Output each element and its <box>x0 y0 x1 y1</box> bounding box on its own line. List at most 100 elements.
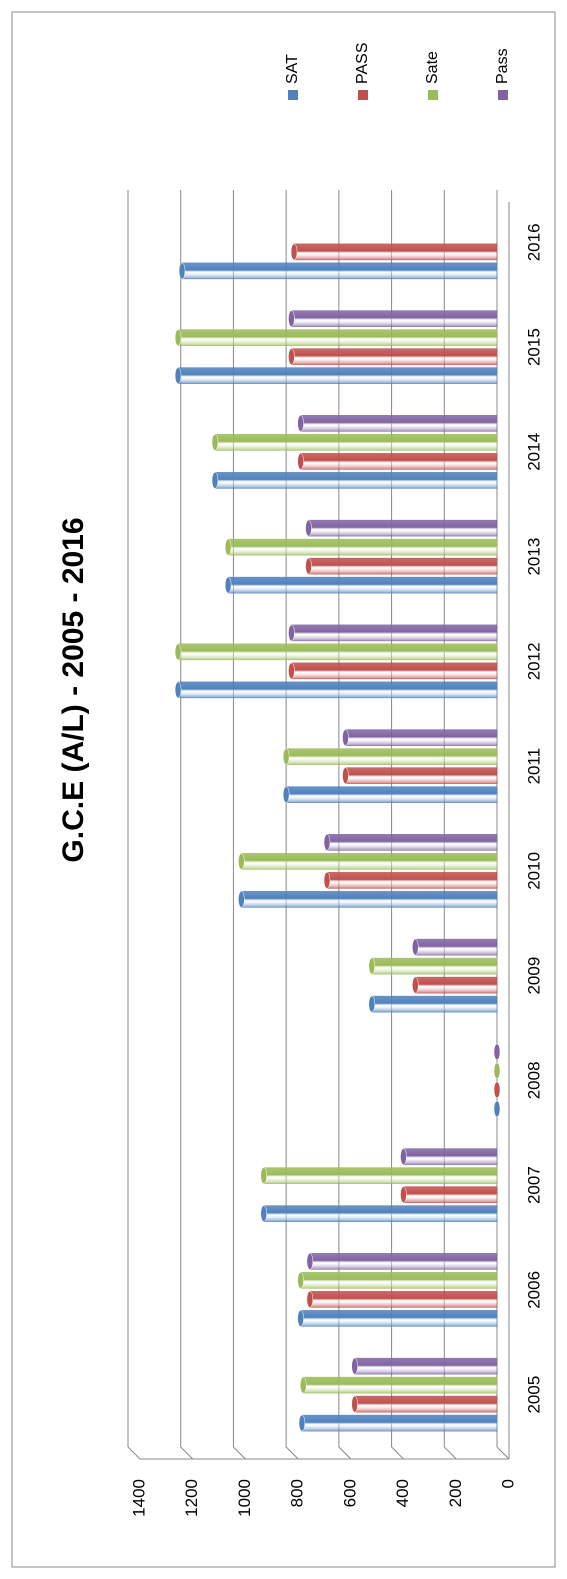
bar <box>285 786 498 803</box>
bar-cap <box>400 1186 407 1203</box>
bar-cap <box>493 1100 501 1118</box>
bar-cap <box>493 1043 501 1061</box>
bar <box>415 976 498 994</box>
bar <box>403 1186 498 1203</box>
bar-cap <box>298 1414 306 1432</box>
grid-line <box>443 1446 457 1460</box>
bar <box>326 872 498 889</box>
y-tick-label: 400 <box>393 1479 412 1507</box>
bar-cap <box>224 538 232 556</box>
x-tick-label: 2010 <box>524 852 543 890</box>
bar <box>309 1291 498 1308</box>
bar-cap <box>306 1291 314 1308</box>
bar-cap <box>282 786 290 803</box>
grid-line <box>285 1446 299 1460</box>
bar <box>301 1414 498 1432</box>
bar-cap <box>174 329 182 346</box>
bar <box>300 415 498 432</box>
bar-cap <box>493 1062 501 1080</box>
grid-line <box>391 1446 404 1460</box>
bar-cap <box>288 624 295 642</box>
bar <box>415 938 498 956</box>
bar-cap <box>368 957 376 975</box>
bar <box>263 1205 498 1222</box>
bar <box>241 853 498 870</box>
bar-cap <box>290 243 298 261</box>
bar-cap <box>178 262 186 280</box>
bar <box>371 957 498 975</box>
y-tick-label: 1000 <box>235 1479 254 1517</box>
legend-swatch <box>498 90 508 100</box>
bar <box>214 472 498 489</box>
bar-cap <box>260 1167 267 1184</box>
bar <box>345 729 498 746</box>
grid-line <box>496 1446 510 1460</box>
bar-cap <box>342 729 349 746</box>
x-tick-label: 2009 <box>524 957 543 995</box>
bar <box>177 329 498 346</box>
y-tick-label: 800 <box>288 1479 307 1507</box>
bar <box>177 367 498 384</box>
legend-label: SAT <box>284 54 301 84</box>
bar-cap <box>288 348 295 365</box>
x-tick-label: 2015 <box>524 328 543 366</box>
legend-label: Pass <box>494 48 511 84</box>
bar-cap <box>211 472 219 489</box>
bar <box>241 891 498 908</box>
bar <box>308 557 498 575</box>
bar-cap <box>288 310 295 327</box>
bar <box>291 662 498 680</box>
bar-cap <box>300 1376 307 1394</box>
x-tick-label: 2013 <box>524 538 543 576</box>
bar <box>300 1310 498 1327</box>
bar-cap <box>400 1148 407 1165</box>
bar-cap <box>368 995 376 1013</box>
legend-swatch <box>358 90 368 100</box>
bar <box>345 767 498 784</box>
legend-swatch <box>288 90 298 100</box>
bar-cap <box>412 938 419 956</box>
bar-cap <box>224 576 232 594</box>
bar-cap <box>412 976 419 994</box>
bar-cap <box>238 891 245 908</box>
bar-cap <box>297 1272 304 1289</box>
bar <box>300 1272 498 1289</box>
grid-line <box>338 1446 352 1460</box>
bar-cap <box>305 519 312 537</box>
bar-cap <box>297 453 304 470</box>
x-tick-label: 2014 <box>524 433 543 471</box>
bar <box>300 453 498 470</box>
x-tick-label: 2007 <box>524 1166 543 1204</box>
bar <box>354 1357 498 1375</box>
x-tick-label: 2006 <box>524 1271 543 1309</box>
bar <box>308 519 498 537</box>
bar-cap <box>323 834 331 851</box>
bar-cap <box>306 1253 314 1270</box>
bar-cap <box>282 748 290 765</box>
x-tick-label: 2008 <box>524 1061 543 1099</box>
bar <box>227 576 498 594</box>
bar-cap <box>174 643 182 661</box>
bar-cap <box>174 681 182 699</box>
bar <box>291 624 498 642</box>
y-tick-label: 1200 <box>182 1479 201 1517</box>
bar-cap <box>297 1310 304 1327</box>
x-tick-label: 2016 <box>524 223 543 261</box>
bar <box>291 348 498 365</box>
bar-cap <box>342 767 349 784</box>
x-tick-label: 2012 <box>524 642 543 680</box>
bar <box>177 681 498 699</box>
legend-swatch <box>428 90 438 100</box>
bar-cap <box>174 367 182 384</box>
bar <box>326 834 498 851</box>
legend-label: PASS <box>354 43 371 85</box>
bar <box>227 538 498 556</box>
bar-cap <box>351 1357 358 1375</box>
legend-label: Sate <box>424 51 441 84</box>
bar <box>291 310 498 327</box>
bar-cap <box>351 1395 358 1413</box>
bar-cap <box>297 415 304 432</box>
bar-cap <box>305 557 312 575</box>
bar-cap <box>238 853 245 870</box>
